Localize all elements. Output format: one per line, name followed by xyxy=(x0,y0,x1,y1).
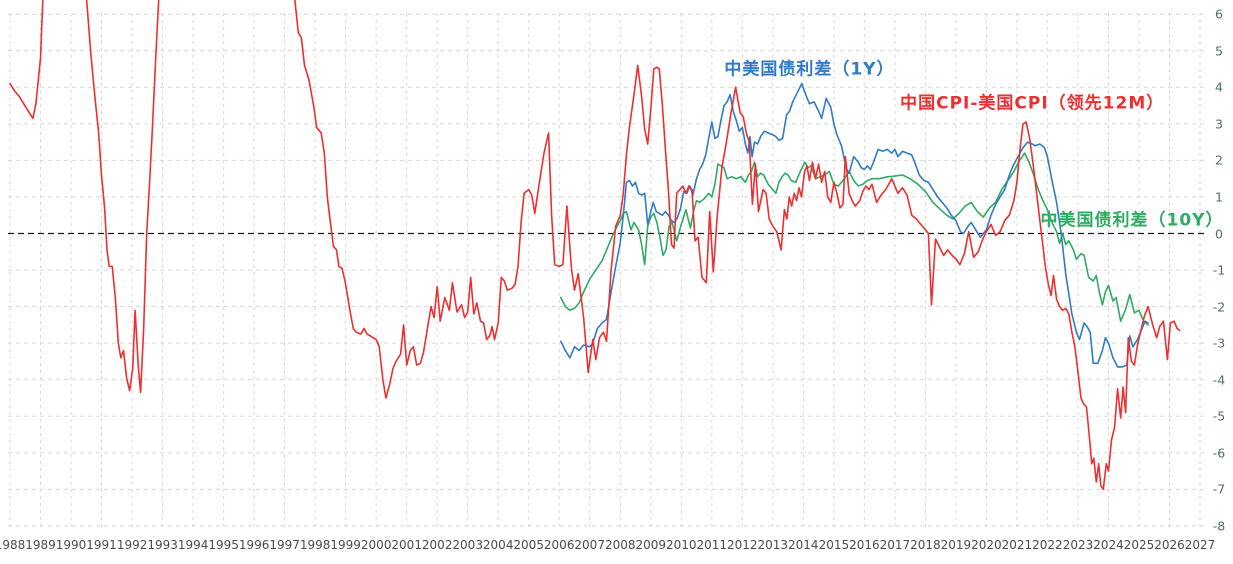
y-axis-tick-label: -3 xyxy=(1212,335,1226,351)
x-axis-tick-label: 2008 xyxy=(605,538,636,552)
x-axis-tick-label: 2022 xyxy=(1032,538,1063,552)
x-axis-tick-label: 2014 xyxy=(788,538,819,552)
series-line-spread-1y xyxy=(559,82,1149,368)
y-axis-tick-label: 1 xyxy=(1215,189,1223,205)
x-axis-tick-label: 1999 xyxy=(330,538,361,552)
x-axis-tick-label: 1990 xyxy=(55,538,87,552)
x-axis-tick-label: 2006 xyxy=(543,538,575,552)
series-line-cpi-diff-lead12m xyxy=(294,0,1181,491)
x-axis-tick-label: 2025 xyxy=(1123,538,1155,552)
x-axis-tick-label: 2002 xyxy=(421,538,453,552)
series-line-cpi-diff-lead12m xyxy=(9,0,44,120)
x-axis-tick-label: 1995 xyxy=(208,538,239,552)
y-axis-tick-label: -7 xyxy=(1212,481,1226,497)
x-axis-tick-label: 1997 xyxy=(269,538,300,552)
y-axis-tick-label: 0 xyxy=(1215,226,1223,241)
y-axis-tick-label: 3 xyxy=(1215,116,1223,132)
x-axis-tick-label: 1988 xyxy=(0,538,26,552)
x-axis-tick-label: 2017 xyxy=(879,538,911,552)
x-axis-tick-label: 1994 xyxy=(177,538,209,552)
x-axis-tick-label: 2021 xyxy=(1001,538,1033,552)
x-axis-tick-label: 2016 xyxy=(849,538,880,552)
x-axis-tick-label: 2005 xyxy=(513,538,544,552)
x-axis-tick-label: 2011 xyxy=(696,538,728,552)
y-axis-tick-label: 5 xyxy=(1215,43,1223,59)
x-axis-tick-label: 2013 xyxy=(757,538,789,552)
x-axis-tick-label: 2012 xyxy=(727,538,758,552)
x-axis-tick-label: 2015 xyxy=(818,538,850,552)
x-axis-tick-label: 1989 xyxy=(25,538,56,552)
x-axis-tick-label: 2020 xyxy=(971,538,1002,552)
x-axis-tick-label: 2023 xyxy=(1062,538,1094,552)
series-line-spread-10y xyxy=(559,152,1149,326)
y-axis-tick-label: 2 xyxy=(1215,152,1223,168)
x-axis-tick-label: 1992 xyxy=(116,538,148,552)
x-axis-tick-label: 1993 xyxy=(147,538,178,552)
x-axis-tick-label: 2010 xyxy=(666,538,697,552)
series-line-cpi-diff-lead12m xyxy=(85,0,160,394)
y-axis-tick-label: -2 xyxy=(1212,299,1226,315)
y-axis-tick-label: -5 xyxy=(1212,408,1226,424)
x-axis-tick-label: 2001 xyxy=(391,538,422,552)
x-axis-tick-label: 1991 xyxy=(86,538,117,552)
x-axis-tick-label: 2024 xyxy=(1093,538,1124,552)
y-axis-tick-label: -6 xyxy=(1212,445,1226,461)
x-axis-tick-label: 2004 xyxy=(482,538,514,552)
x-axis-tick-label: 2003 xyxy=(452,538,483,552)
x-axis-tick-label: 2018 xyxy=(910,538,941,552)
x-axis-tick-label: 2000 xyxy=(360,538,392,552)
series-label-cpi-diff: 中国CPI-美国CPI（领先12M） xyxy=(900,93,1165,114)
x-axis-tick-label: 2026 xyxy=(1154,538,1185,552)
x-axis-tick-label: 2027 xyxy=(1184,538,1216,552)
series-label-10y-spread: 中美国债利差（10Y） xyxy=(1040,210,1224,231)
y-axis-tick-label: 6 xyxy=(1215,6,1223,22)
x-axis-tick-label: 1998 xyxy=(299,538,331,552)
y-axis-tick-label: -1 xyxy=(1212,262,1226,278)
x-axis-tick-label: 2009 xyxy=(635,538,667,552)
y-axis-tick-label: -4 xyxy=(1212,372,1226,388)
y-axis-tick-label: 4 xyxy=(1215,79,1223,95)
series-label-1y-spread: 中美国债利差（1Y） xyxy=(724,59,895,80)
y-axis-tick-label: -8 xyxy=(1212,518,1226,534)
x-axis-tick-label: 2007 xyxy=(574,538,605,552)
x-axis-tick-label: 2019 xyxy=(940,538,972,552)
x-axis-tick-label: 1996 xyxy=(238,538,270,552)
